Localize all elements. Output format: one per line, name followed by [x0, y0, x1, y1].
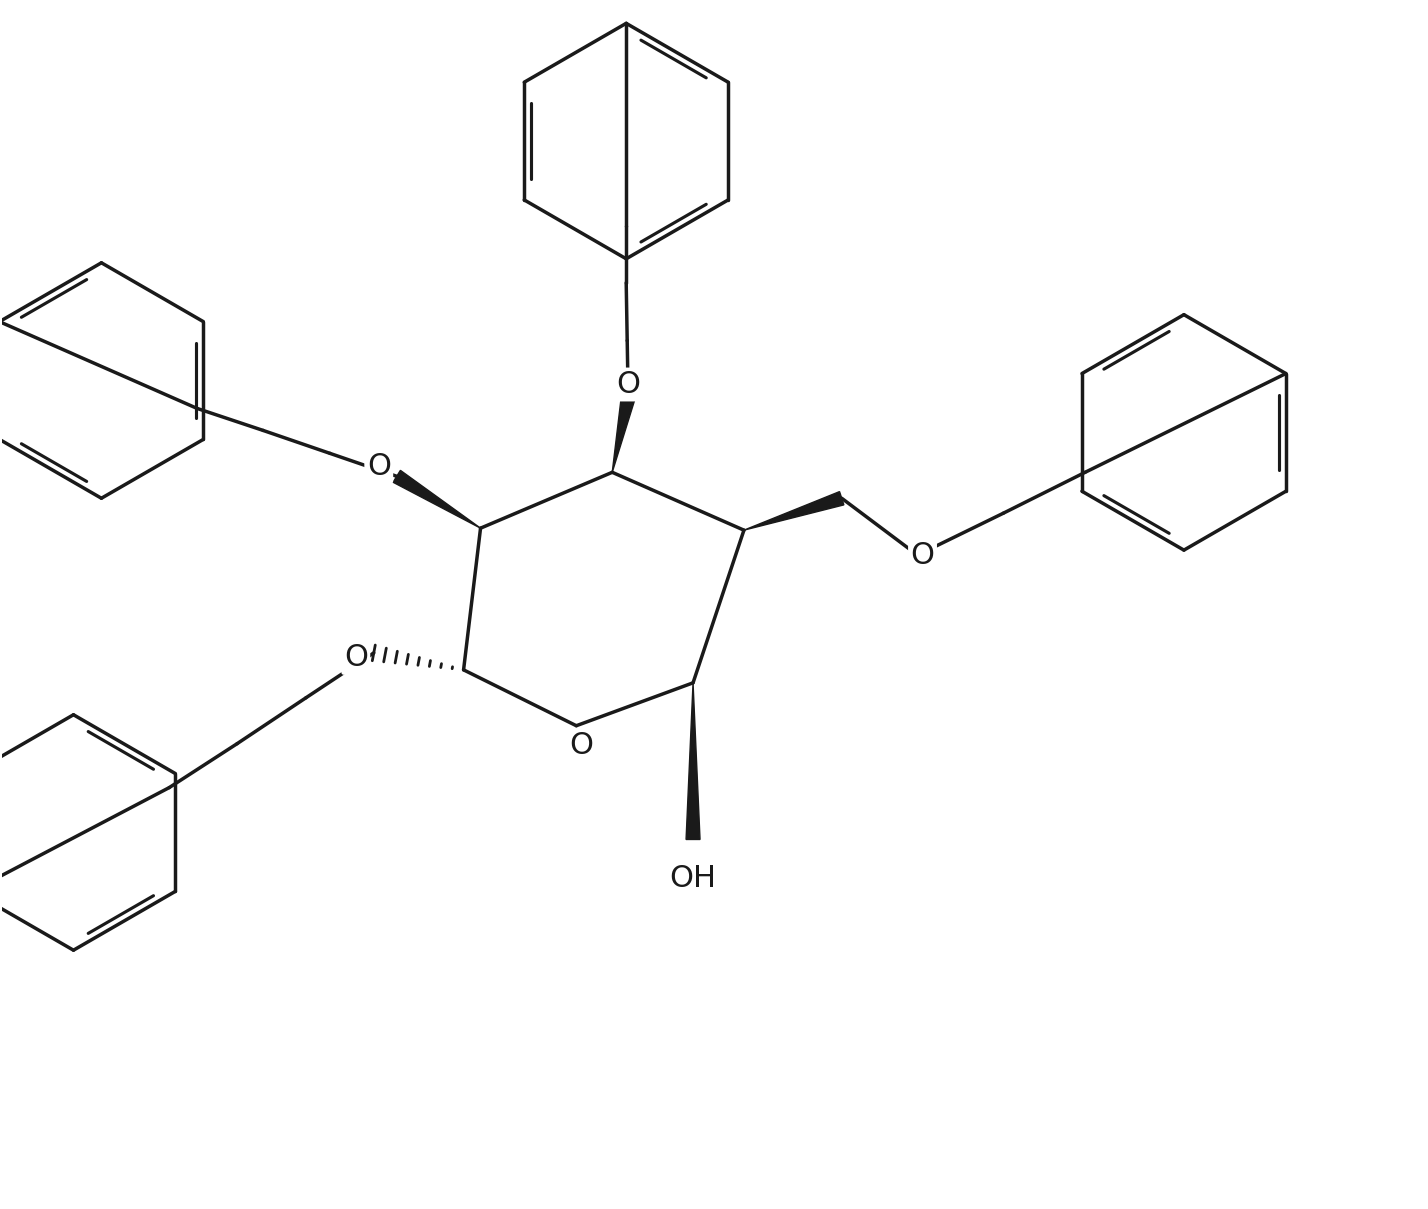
Text: O: O	[570, 731, 593, 760]
Polygon shape	[393, 470, 481, 528]
Text: OH: OH	[670, 864, 717, 893]
Text: O: O	[367, 452, 391, 481]
Text: O: O	[911, 540, 934, 569]
Polygon shape	[744, 492, 844, 531]
Polygon shape	[685, 683, 700, 839]
Polygon shape	[613, 397, 635, 473]
Text: O: O	[570, 731, 593, 760]
Text: O: O	[344, 643, 368, 672]
Text: O: O	[617, 370, 640, 399]
